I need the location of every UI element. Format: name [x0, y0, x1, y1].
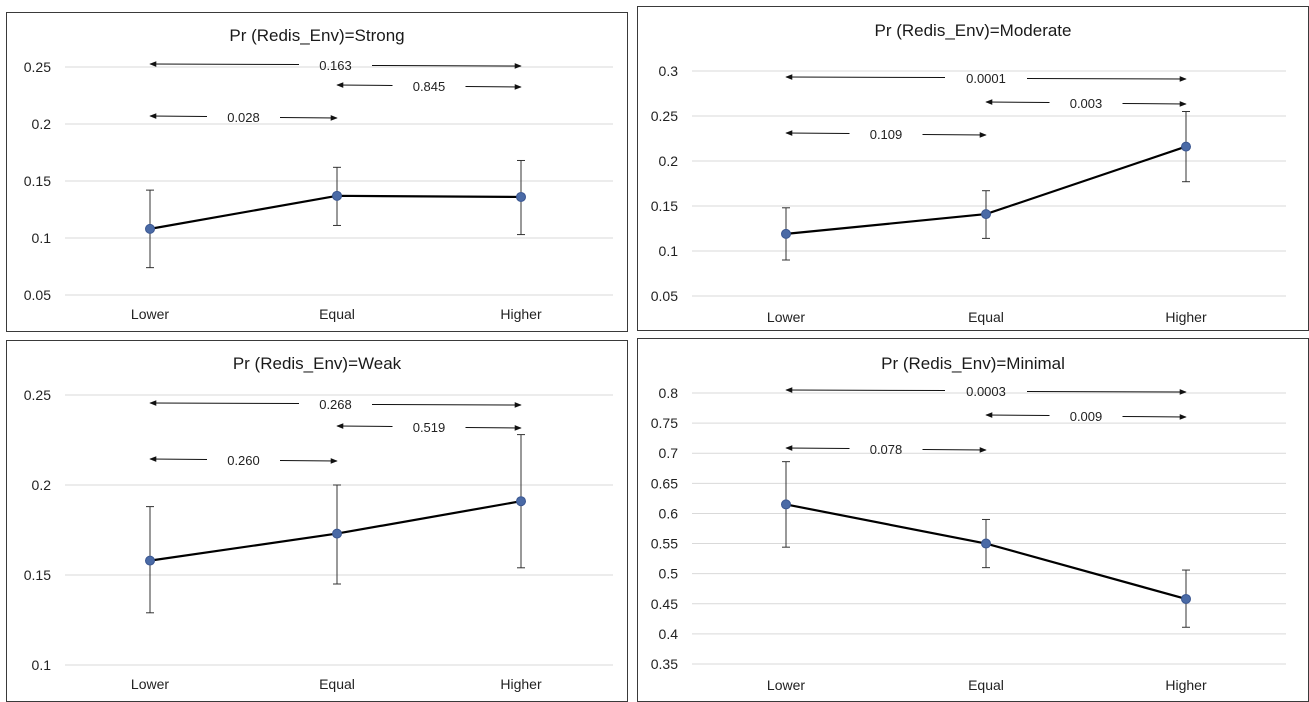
x-tick-label: Lower: [131, 306, 169, 322]
data-point: [332, 528, 342, 539]
y-tick-label: 0.05: [651, 288, 678, 304]
chart-title: Pr (Redis_Env)=Strong: [229, 26, 405, 45]
y-tick-label: 0.8: [659, 385, 679, 401]
data-point: [145, 555, 155, 566]
y-tick-label: 0.6: [659, 505, 679, 521]
comparison-arrow-right: [1122, 414, 1187, 420]
data-point: [1181, 593, 1191, 604]
data-point: [981, 538, 991, 549]
comparison-p-value: 0.009: [1070, 409, 1103, 424]
x-tick-label: Higher: [500, 306, 542, 322]
y-tick-label: 0.1: [32, 230, 52, 246]
comparison-arrow-right: [279, 115, 338, 121]
y-tick-label: 0.75: [651, 415, 678, 431]
x-tick-label: Lower: [767, 309, 805, 325]
comparison-p-value: 0.845: [413, 79, 446, 94]
data-point: [781, 228, 791, 239]
comparison-arrow-left: [785, 74, 946, 80]
chart-plot-moderate: 0.05 0.1 0.15 0.2 0.25 0.3 Lower Equal Higher 0.0…: [651, 63, 1286, 325]
comparison-arrow-right: [279, 458, 338, 464]
chart-plot-weak: 0.1 0.15 0.2 0.25 Lower Equal Higher 0.268 0.519…: [24, 387, 613, 692]
comparison-p-value: 0.003: [1070, 96, 1103, 111]
x-tick-label: Equal: [968, 677, 1004, 693]
series-line: [149, 194, 522, 230]
y-tick-label: 0.3: [659, 63, 679, 79]
chart-panel-strong: Pr (Redis_Env)=Strong 0.05 0.1 0.15 0.2 0.25…: [6, 12, 628, 332]
data-point: [145, 223, 155, 234]
y-tick-label: 0.05: [24, 287, 51, 303]
comparison-arrow-right: [1026, 76, 1187, 82]
comparison-arrow-left: [336, 423, 393, 429]
comparison-arrow-left: [985, 99, 1050, 105]
comparison-arrow-left: [785, 130, 850, 136]
y-tick-label: 0.15: [24, 567, 51, 583]
chart-panel-weak: Pr (Redis_Env)=Weak 0.1 0.15 0.2 0.25 Lower E…: [6, 340, 628, 702]
y-tick-label: 0.45: [651, 596, 678, 612]
comparison-arrow-left: [336, 82, 393, 88]
y-tick-label: 0.7: [659, 445, 679, 461]
comparison-arrow-right: [1026, 389, 1187, 395]
comparison-arrow-right: [371, 402, 522, 408]
x-tick-label: Higher: [1165, 677, 1207, 693]
comparison-p-value: 0.260: [227, 453, 260, 468]
data-point: [516, 191, 526, 202]
x-tick-label: Equal: [319, 306, 355, 322]
comparison-arrow-right: [922, 447, 987, 453]
y-tick-label: 0.2: [32, 477, 52, 493]
comparison-arrow-right: [1122, 101, 1187, 107]
y-tick-label: 0.1: [659, 243, 679, 259]
comparison-p-value: 0.028: [227, 110, 260, 125]
comparison-arrow-right: [465, 425, 522, 431]
chart-title: Pr (Redis_Env)=Minimal: [881, 354, 1065, 373]
x-tick-label: Equal: [319, 676, 355, 692]
comparison-arrow-right: [465, 84, 522, 90]
data-point: [332, 190, 342, 201]
comparison-arrow-left: [149, 456, 208, 462]
comparison-arrow-right: [371, 63, 522, 69]
y-tick-label: 0.5: [659, 566, 679, 582]
chart-title: Pr (Redis_Env)=Moderate: [874, 21, 1072, 40]
y-tick-label: 0.25: [24, 387, 51, 403]
comparison-arrow-left: [785, 387, 946, 393]
comparison-p-value: 0.078: [870, 442, 903, 457]
y-tick-label: 0.25: [651, 108, 678, 124]
chart-title: Pr (Redis_Env)=Weak: [232, 354, 402, 373]
chart-panel-minimal: Pr (Redis_Env)=Minimal 0.35 0.4 0.45 0.5 0.5…: [637, 338, 1309, 702]
comparison-arrow-right: [922, 132, 987, 138]
y-tick-label: 0.2: [32, 116, 52, 132]
y-tick-label: 0.1: [32, 657, 52, 673]
data-point: [781, 499, 791, 510]
x-tick-label: Equal: [968, 309, 1004, 325]
y-tick-label: 0.15: [24, 173, 51, 189]
comparison-p-value: 0.519: [413, 420, 446, 435]
chart-panel-moderate: Pr (Redis_Env)=Moderate 0.05 0.1 0.15 0.2 0.…: [637, 6, 1309, 331]
data-point: [1181, 141, 1191, 152]
y-tick-label: 0.2: [659, 153, 679, 169]
x-tick-label: Higher: [500, 676, 542, 692]
comparison-p-value: 0.0003: [966, 384, 1006, 399]
comparison-arrow-left: [985, 412, 1050, 418]
y-tick-label: 0.55: [651, 536, 678, 552]
x-tick-label: Lower: [767, 677, 805, 693]
x-tick-label: Lower: [131, 676, 169, 692]
chart-plot-minimal: 0.35 0.4 0.45 0.5 0.55 0.6 0.65 0.7 0.75 0.8 Lower…: [651, 384, 1286, 693]
comparison-arrow-left: [149, 400, 300, 406]
y-tick-label: 0.15: [651, 198, 678, 214]
comparison-arrow-left: [149, 113, 208, 119]
y-tick-label: 0.25: [24, 59, 51, 75]
comparison-p-value: 0.0001: [966, 71, 1006, 86]
data-point: [981, 209, 991, 220]
comparison-p-value: 0.268: [319, 397, 352, 412]
comparison-p-value: 0.109: [870, 127, 903, 142]
comparison-arrow-left: [149, 61, 300, 67]
data-point: [516, 496, 526, 507]
y-tick-label: 0.35: [651, 656, 678, 672]
y-tick-label: 0.65: [651, 475, 678, 491]
comparison-p-value: 0.163: [319, 58, 352, 73]
y-tick-label: 0.4: [659, 626, 679, 642]
x-tick-label: Higher: [1165, 309, 1207, 325]
comparison-arrow-left: [785, 445, 850, 451]
chart-plot-strong: 0.05 0.1 0.15 0.2 0.25 Lower Equal Higher 0.163 0…: [24, 58, 613, 322]
